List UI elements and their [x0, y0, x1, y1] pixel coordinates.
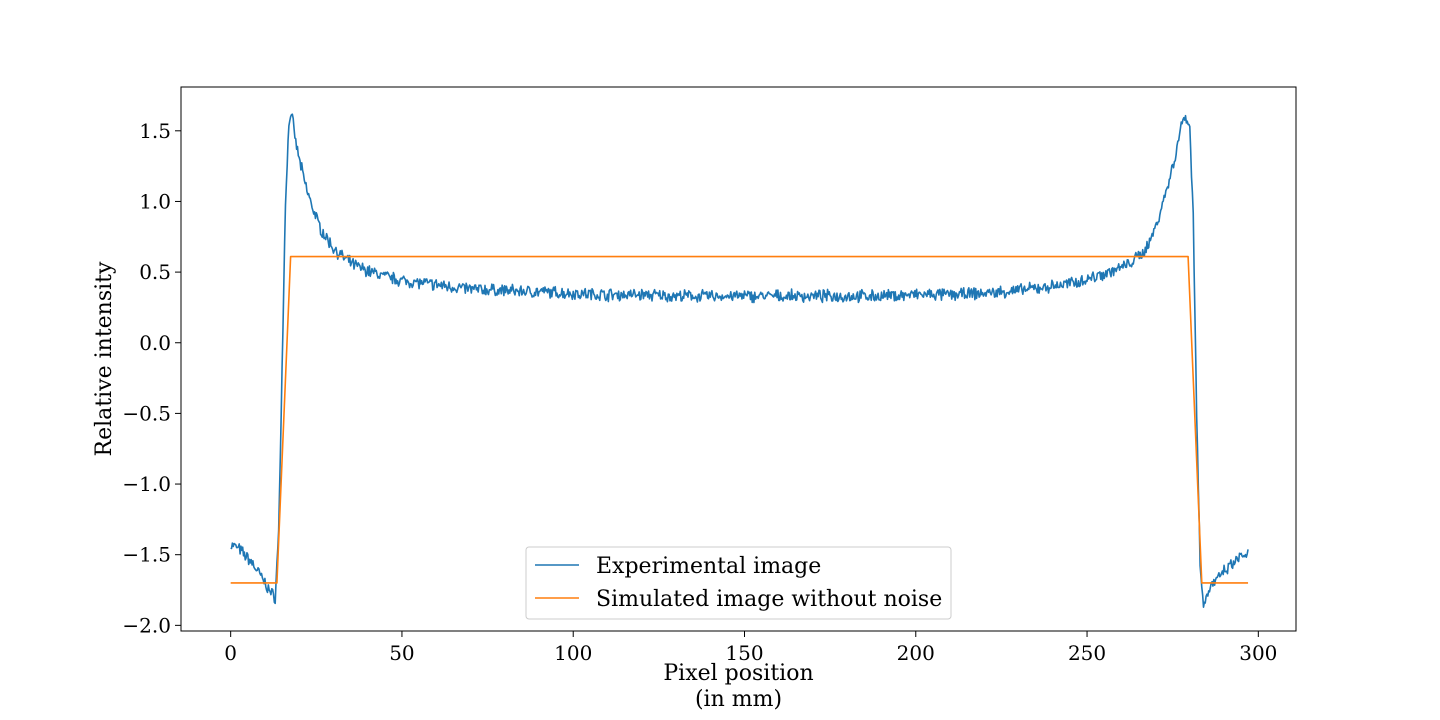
y-tick-label: 0.0	[139, 331, 171, 355]
x-tick-label: 250	[1068, 641, 1106, 665]
y-tick-label: −2.0	[122, 613, 171, 637]
y-tick-label: 0.5	[139, 260, 171, 284]
plot-frame	[180, 86, 1297, 632]
x-tick-label: 0	[224, 641, 237, 665]
x-tick-label: 50	[389, 641, 414, 665]
x-tick-label: 100	[554, 641, 592, 665]
y-tick-label: 1.0	[139, 189, 171, 213]
x-axis-label-unit: (in mm)	[695, 687, 782, 712]
x-axis-label: Pixel position	[663, 661, 813, 686]
x-axis-ticks: 0 50 100 150 200 250 300	[224, 631, 1277, 665]
legend-label-simulated: Simulated image without noise	[596, 587, 942, 612]
legend: Experimental image Simulated image witho…	[525, 546, 952, 620]
plot-series	[230, 113, 1249, 608]
x-tick-label: 150	[725, 641, 763, 665]
x-tick-label: 300	[1239, 641, 1277, 665]
series-line-simulated	[230, 255, 1249, 584]
legend-box	[525, 546, 952, 620]
y-tick-label: 1.5	[139, 119, 171, 143]
y-tick-label: −0.5	[122, 401, 171, 425]
series-line-experimental	[230, 113, 1249, 608]
x-tick-label: 200	[897, 641, 935, 665]
y-tick-label: −1.0	[122, 472, 171, 496]
y-axis-label: Relative intensity	[92, 261, 117, 456]
y-tick-label: −1.5	[122, 543, 171, 567]
legend-label-experimental: Experimental image	[596, 554, 821, 579]
y-axis-ticks: −2.0 −1.5 −1.0 −0.5 0.0 0.5 1.0 1.5	[122, 119, 181, 637]
